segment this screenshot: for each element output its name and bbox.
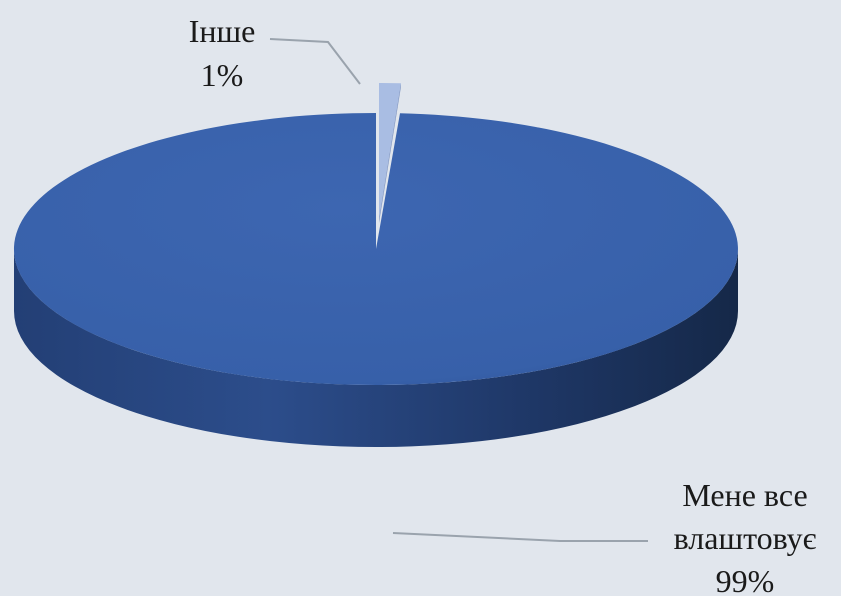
pie-slice-other [379,82,401,219]
leader-line-other [269,38,361,85]
pie-slice-main [13,112,738,386]
slice-label-main-line2: влаштовує [674,520,817,556]
leader-line-main [392,532,648,542]
slice-value-other: 1% [201,57,244,93]
slice-label-other: Інше [189,13,256,49]
pie-slice-side-other [379,83,401,223]
pie-slice-side-main [14,249,738,447]
slice-value-main: 99% [716,563,775,596]
slice-label-main-line1: Мене все [682,477,807,513]
